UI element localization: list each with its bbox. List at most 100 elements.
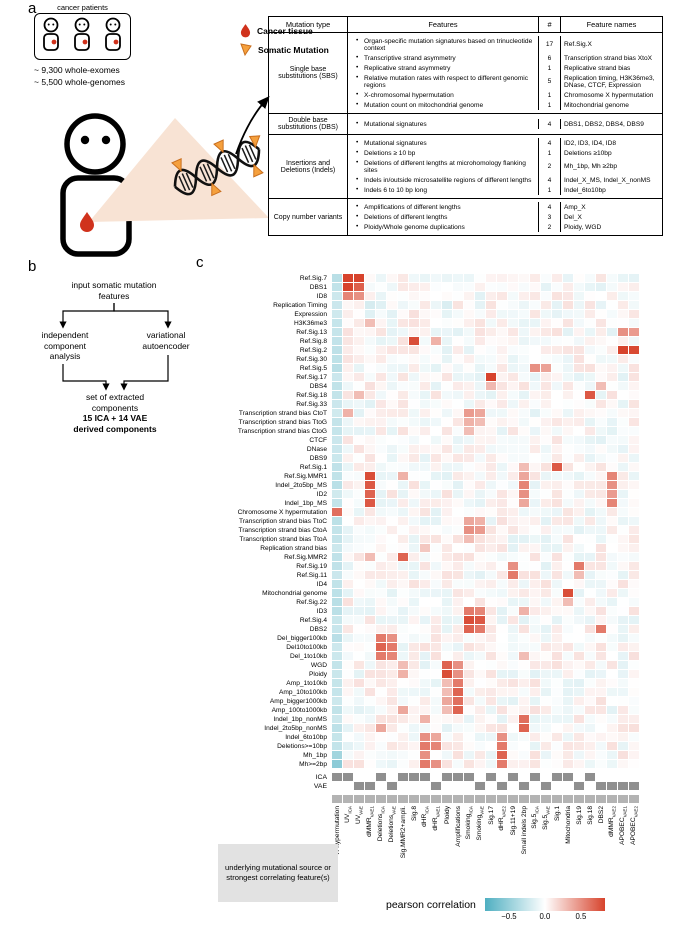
heatmap-cell bbox=[332, 301, 342, 309]
heatmap-cell bbox=[497, 472, 507, 480]
heatmap-cell bbox=[343, 490, 353, 498]
heatmap-row-label: Del10to100kb bbox=[286, 644, 327, 651]
heatmap-cell bbox=[541, 616, 551, 624]
heatmap-cell bbox=[596, 535, 606, 543]
heatmap-cell bbox=[376, 508, 386, 516]
heatmap-cell bbox=[464, 508, 474, 516]
heatmap-cell bbox=[420, 337, 430, 345]
heatmap-cell bbox=[607, 499, 617, 507]
feature-line: • Transcriptive strand asymmetry 6 Transcri… bbox=[348, 53, 662, 63]
heatmap-cell bbox=[420, 355, 430, 363]
heatmap-cell bbox=[552, 625, 562, 633]
heatmap-cell bbox=[343, 580, 353, 588]
heatmap-cell bbox=[541, 643, 551, 651]
heatmap-cell bbox=[585, 292, 595, 300]
heatmap-cell bbox=[475, 355, 485, 363]
heatmap-column-label: Sig.17 bbox=[487, 806, 495, 825]
heatmap-cell bbox=[508, 373, 518, 381]
heatmap-cell bbox=[376, 724, 386, 732]
heatmap-cell bbox=[442, 607, 452, 615]
heatmap-cell bbox=[332, 697, 342, 705]
heatmap-cell bbox=[585, 364, 595, 372]
heatmap-cell bbox=[497, 706, 507, 714]
heatmap-cell bbox=[365, 607, 375, 615]
heatmap-column-label: dHRVAE1 bbox=[431, 806, 441, 831]
heatmap-cell bbox=[508, 643, 518, 651]
heatmap-cell bbox=[574, 706, 584, 714]
heatmap-cell bbox=[552, 481, 562, 489]
heatmap-cell bbox=[343, 400, 353, 408]
heatmap-cell bbox=[563, 490, 573, 498]
heatmap-column-label: Sig.1 bbox=[553, 806, 561, 822]
feature-count-cell: 4 bbox=[538, 119, 560, 129]
heatmap-cell bbox=[574, 544, 584, 552]
heatmap-cell bbox=[585, 400, 595, 408]
heatmap-cell bbox=[475, 733, 485, 741]
heatmap-cell bbox=[596, 697, 606, 705]
heatmap-cell bbox=[475, 652, 485, 660]
heatmap-cell bbox=[343, 472, 353, 480]
bullet: • bbox=[356, 149, 359, 156]
heatmap-cell bbox=[618, 544, 628, 552]
heatmap-cell bbox=[552, 562, 562, 570]
heatmap-cell bbox=[409, 733, 419, 741]
heatmap-cell bbox=[475, 688, 485, 696]
heatmap-cell bbox=[387, 364, 397, 372]
table-header-cell: Feature names bbox=[560, 17, 662, 32]
heatmap-cell bbox=[618, 427, 628, 435]
heatmap-cell bbox=[332, 634, 342, 642]
colorbar-tick-label: 0.0 bbox=[539, 912, 551, 921]
heatmap-cell bbox=[343, 292, 353, 300]
heatmap-cell bbox=[497, 418, 507, 426]
heatmap-cell bbox=[409, 661, 419, 669]
heatmap-cell bbox=[332, 499, 342, 507]
heatmap-cell bbox=[332, 517, 342, 525]
heatmap-cell bbox=[464, 751, 474, 759]
heatmap-cell bbox=[607, 607, 617, 615]
heatmap-cell bbox=[497, 661, 507, 669]
heatmap-cell bbox=[574, 598, 584, 606]
heatmap-cell bbox=[398, 427, 408, 435]
heatmap-cell bbox=[607, 661, 617, 669]
heatmap-cell bbox=[596, 490, 606, 498]
colorbar-tick-label: 0.5 bbox=[575, 912, 587, 921]
heatmap-cell bbox=[563, 652, 573, 660]
heatmap-cell bbox=[354, 616, 364, 624]
heatmap-cell bbox=[431, 283, 441, 291]
feature-text-cell: • X-chromosomal hypermutation bbox=[348, 90, 538, 100]
heatmap-row-label: DNase bbox=[306, 446, 327, 453]
heatmap-cell bbox=[497, 688, 507, 696]
feature-line: • Replicative strand asymmetry 1 Replicativ… bbox=[348, 63, 662, 73]
heatmap-cell bbox=[387, 751, 397, 759]
heatmap-cell bbox=[585, 508, 595, 516]
heatmap-cell bbox=[629, 751, 639, 759]
heatmap-cell bbox=[486, 337, 496, 345]
heatmap-cell bbox=[618, 283, 628, 291]
heatmap-column-label: Small indels 2bp bbox=[520, 806, 528, 855]
heatmap-cell bbox=[486, 553, 496, 561]
heatmap-cell bbox=[530, 499, 540, 507]
heatmap-cell bbox=[442, 274, 452, 282]
feature-names-cell: Ploidy, WGD bbox=[560, 222, 662, 232]
heatmap-cell bbox=[343, 670, 353, 678]
heatmap-cell bbox=[629, 508, 639, 516]
heatmap-cell bbox=[618, 409, 628, 417]
heatmap-cell bbox=[442, 580, 452, 588]
heatmap-cell bbox=[585, 454, 595, 462]
heatmap-cell bbox=[475, 715, 485, 723]
heatmap-cell bbox=[398, 526, 408, 534]
heatmap-cell bbox=[365, 373, 375, 381]
heatmap-cell bbox=[387, 562, 397, 570]
heatmap-cell bbox=[519, 526, 529, 534]
heatmap-cell bbox=[475, 292, 485, 300]
heatmap-cell bbox=[343, 562, 353, 570]
heatmap-cell bbox=[629, 733, 639, 741]
heatmap-cell bbox=[332, 652, 342, 660]
heatmap-cell bbox=[552, 589, 562, 597]
heatmap-cell bbox=[354, 661, 364, 669]
bullet: • bbox=[356, 176, 359, 183]
heatmap-cell bbox=[508, 328, 518, 336]
heatmap-cell bbox=[486, 310, 496, 318]
heatmap-cell bbox=[541, 724, 551, 732]
heatmap-cell bbox=[475, 679, 485, 687]
